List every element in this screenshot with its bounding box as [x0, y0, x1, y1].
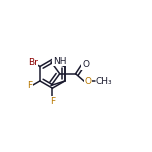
- Text: F: F: [28, 81, 33, 90]
- Text: NH: NH: [53, 57, 66, 66]
- Text: Br: Br: [28, 58, 38, 67]
- Text: O: O: [84, 77, 91, 86]
- Text: O: O: [82, 60, 89, 69]
- Text: F: F: [28, 81, 33, 90]
- Text: O: O: [84, 77, 91, 86]
- Text: NH: NH: [53, 57, 66, 66]
- Text: Br: Br: [28, 58, 38, 67]
- Text: O: O: [82, 60, 89, 69]
- Text: F: F: [50, 97, 55, 105]
- Text: F: F: [50, 97, 55, 105]
- Text: CH₃: CH₃: [95, 76, 112, 86]
